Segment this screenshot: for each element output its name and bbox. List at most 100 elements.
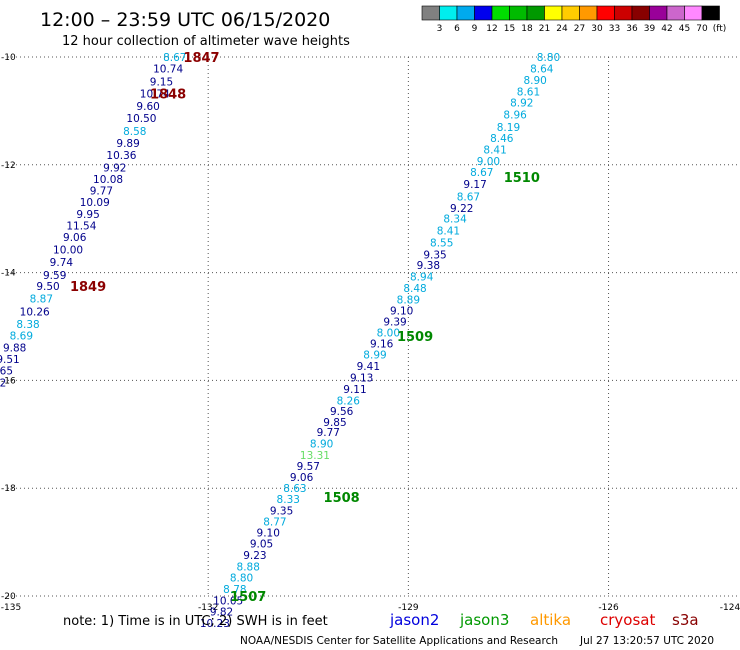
wave-height-value: 9.65 xyxy=(0,366,13,378)
wave-height-value: 9.22 xyxy=(450,203,473,215)
wave-height-value: 8.41 xyxy=(483,145,506,157)
scale-swatch xyxy=(421,5,440,21)
scale-label: 33 xyxy=(609,24,620,34)
wave-height-value: 9.16 xyxy=(370,339,394,351)
y-tick-label: -14 xyxy=(1,269,16,279)
chart-title: 12:00 – 23:59 UTC 06/15/2020 xyxy=(40,9,330,31)
wave-height-value: 9.10 xyxy=(390,305,413,317)
scale-swatch xyxy=(579,5,598,21)
wave-height-value: 8.67 xyxy=(163,52,186,64)
wave-height-value: 8.19 xyxy=(497,122,520,134)
y-tick-label: -18 xyxy=(1,484,16,494)
track-time-labels: 1847 1848 1849 1510 1509 1508 1507 xyxy=(70,51,540,605)
wave-height-value: 8.80 xyxy=(537,52,560,64)
satellite-legend-item: s3a xyxy=(672,611,699,629)
footer-credit: NOAA/NESDIS Center for Satellite Applica… xyxy=(240,635,558,647)
wave-height-value: 9.88 xyxy=(3,343,26,355)
wave-height-value: 9.95 xyxy=(76,209,99,221)
scale-swatch xyxy=(631,5,650,21)
scale-label: 3 xyxy=(437,24,443,34)
x-tick-label: -124 xyxy=(720,603,740,613)
wave-height-value: 8.58 xyxy=(123,126,146,138)
wave-height-value: 8.88 xyxy=(237,561,260,573)
color-scale-legend: 3 6 9 12 15 18 21 24 27 30 33 36 39 42 45 70 (ft) xyxy=(421,5,727,34)
wave-height-value: 9.85 xyxy=(323,417,346,429)
scale-label: 42 xyxy=(661,24,672,34)
x-tick-label: -135 xyxy=(1,603,21,613)
track-time-label: 1848 xyxy=(150,88,186,103)
wave-height-value: 8.64 xyxy=(530,63,554,75)
wave-height-value: 10.74 xyxy=(153,63,183,75)
scale-label: 6 xyxy=(454,24,460,34)
wave-height-value: 9.50 xyxy=(36,281,59,293)
scale-label: 27 xyxy=(574,24,585,34)
x-tick-label: -126 xyxy=(598,603,619,613)
wave-height-value: 9.23 xyxy=(243,550,266,562)
footer-note: note: 1) Time is in UTC; 2) SWH is in fe… xyxy=(63,614,328,629)
wave-height-value: 8.92 xyxy=(510,97,533,109)
satellite-legend-item: jason2 xyxy=(389,611,439,629)
wave-height-value: 10.36 xyxy=(106,150,136,162)
x-tick-label: -129 xyxy=(398,603,419,613)
wave-height-value: 8.46 xyxy=(490,133,514,145)
wave-height-value: 9.82 xyxy=(210,607,233,619)
wave-height-value: 8.94 xyxy=(410,271,434,283)
scale-swatch xyxy=(439,5,458,21)
wave-height-value: 9.00 xyxy=(477,156,500,168)
wave-height-value: 9.57 xyxy=(297,461,320,473)
scale-swatch xyxy=(474,5,493,21)
wave-height-value: 9.35 xyxy=(270,505,293,517)
wave-height-value: 9.06 xyxy=(63,232,87,244)
scale-label: 9 xyxy=(472,24,478,34)
satellite-legend-item: jason3 xyxy=(459,611,509,629)
track-time-label: 1510 xyxy=(504,171,540,186)
scale-label: 15 xyxy=(504,24,515,34)
wave-height-value: 10.74 xyxy=(140,89,170,101)
wave-height-value: 9.06 xyxy=(290,472,314,484)
scale-label: 21 xyxy=(539,24,550,34)
wave-height-value: 9.38 xyxy=(417,260,440,272)
wave-height-value: 8.34 xyxy=(443,214,467,226)
satellite-legend-item: altika xyxy=(530,611,571,629)
axis-ticks: -135-132-129-126-123-124-10-12-14-16-18-… xyxy=(1,53,740,613)
scale-label: 45 xyxy=(679,24,690,34)
wave-height-value: 8.90 xyxy=(523,75,546,87)
chart-subtitle: 12 hour collection of altimeter wave hei… xyxy=(62,34,350,49)
wave-height-value: 13.31 xyxy=(300,450,330,462)
scale-label: (ft) xyxy=(713,24,727,34)
wave-height-value: 8.67 xyxy=(470,167,493,179)
wave-height-value: 9.89 xyxy=(116,138,139,150)
wave-height-value: 9.77 xyxy=(317,427,340,439)
scale-swatch xyxy=(509,5,528,21)
wave-height-value: 9.60 xyxy=(136,101,159,113)
wave-height-value: 8.67 xyxy=(457,192,480,204)
track-time-label: 1849 xyxy=(70,280,106,295)
wave-height-value: 8.78 xyxy=(223,584,246,596)
scale-swatch xyxy=(666,5,685,21)
wave-height-value: 10.09 xyxy=(80,197,110,209)
wave-height-value: 8.26 xyxy=(337,395,361,407)
wave-height-value: 10.00 xyxy=(53,244,83,256)
wave-height-value: 8.61 xyxy=(517,86,540,98)
scale-swatch xyxy=(614,5,633,21)
scale-label: 36 xyxy=(626,24,638,34)
scale-swatch xyxy=(701,5,720,21)
wave-height-value: 9.51 xyxy=(0,354,20,366)
wave-height-value: 8.33 xyxy=(277,494,300,506)
wave-height-value: 9.35 xyxy=(423,249,446,261)
scale-label: 12 xyxy=(486,24,497,34)
wave-height-value: 8.77 xyxy=(263,517,286,529)
wave-height-value: 9.10 xyxy=(257,527,280,539)
wave-height-points: 8.6710.749.1510.749.6010.508.589.8910.36… xyxy=(0,52,560,630)
wave-height-value: 8.87 xyxy=(30,293,53,305)
wave-height-value: 11.54 xyxy=(66,221,96,233)
satellite-legend: jason2 jason3 altika cryosat s3a xyxy=(389,611,699,629)
wave-height-value: 9.56 xyxy=(330,406,354,418)
wave-height-value: 8.96 xyxy=(503,110,527,122)
scale-swatch xyxy=(596,5,615,21)
y-tick-label: -16 xyxy=(1,376,16,386)
footer-timestamp: Jul 27 13:20:57 UTC 2020 xyxy=(579,635,714,647)
wave-height-value: 8.80 xyxy=(230,573,253,585)
wave-height-value: 8.38 xyxy=(16,319,39,331)
